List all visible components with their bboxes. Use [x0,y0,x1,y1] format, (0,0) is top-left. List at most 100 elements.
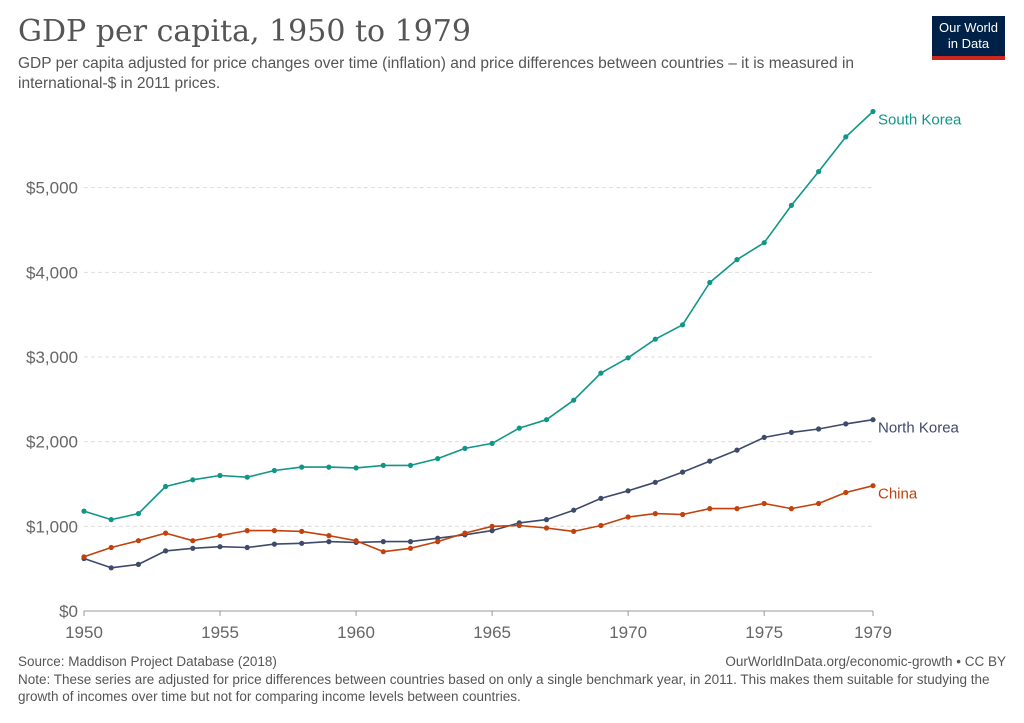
data-point-north-korea[interactable] [407,539,414,545]
data-point-south-korea[interactable] [489,440,495,446]
data-point-north-korea[interactable] [190,545,196,551]
data-point-china[interactable] [244,528,250,534]
data-point-north-korea[interactable] [598,495,604,501]
data-point-china[interactable] [271,528,277,534]
credit-link[interactable]: OurWorldInData.org/economic-growth • CC … [725,654,1006,669]
data-point-north-korea[interactable] [843,421,849,427]
data-point-south-korea[interactable] [462,445,468,451]
data-point-south-korea[interactable] [598,370,604,376]
data-point-north-korea[interactable] [380,539,386,545]
data-point-south-korea[interactable] [380,462,386,468]
series-label-china[interactable]: China [878,486,918,503]
x-tick-label: 1979 [854,623,892,642]
data-point-north-korea[interactable] [108,565,114,571]
data-point-china[interactable] [680,511,686,518]
owid-logo[interactable]: Our World in Data [932,16,1005,60]
data-point-china[interactable] [652,510,658,517]
data-point-south-korea[interactable] [571,397,577,403]
data-point-china[interactable] [81,554,87,560]
data-point-south-korea[interactable] [163,483,169,490]
data-point-north-korea[interactable] [489,528,495,534]
data-point-china[interactable] [135,538,141,544]
data-point-south-korea[interactable] [353,465,359,471]
data-point-south-korea[interactable] [81,508,87,514]
series-line-north-korea[interactable] [83,418,874,569]
data-point-china[interactable] [516,522,522,529]
data-point-south-korea[interactable] [244,474,250,480]
data-point-south-korea[interactable] [652,336,658,342]
data-point-south-korea[interactable] [299,464,305,470]
data-point-china[interactable] [299,528,305,535]
data-point-north-korea[interactable] [707,458,713,464]
data-point-south-korea[interactable] [326,464,332,470]
data-point-south-korea[interactable] [190,477,196,483]
data-point-china[interactable] [190,538,196,544]
data-point-south-korea[interactable] [435,456,441,462]
data-point-north-korea[interactable] [571,507,577,513]
data-point-china[interactable] [870,483,876,489]
data-point-south-korea[interactable] [707,279,713,286]
data-point-china[interactable] [843,489,849,496]
data-point-china[interactable] [707,506,713,512]
grid-layer [84,187,873,527]
data-point-north-korea[interactable] [652,479,658,485]
data-point-china[interactable] [462,530,468,536]
data-point-china[interactable] [761,500,767,507]
data-point-china[interactable] [598,522,604,529]
series-label-layer: South Korea North Korea China [878,111,962,502]
data-point-south-korea[interactable] [680,322,686,328]
data-point-north-korea[interactable] [163,548,169,554]
data-point-north-korea[interactable] [816,426,822,432]
data-point-south-korea[interactable] [543,417,550,423]
data-point-north-korea[interactable] [625,488,631,494]
data-point-north-korea[interactable] [680,469,686,475]
data-point-south-korea[interactable] [788,202,795,208]
data-point-china[interactable] [108,544,114,551]
data-point-south-korea[interactable] [271,467,277,474]
data-point-china[interactable] [163,530,169,536]
data-point-south-korea[interactable] [516,425,522,431]
data-point-china[interactable] [407,545,414,551]
data-point-south-korea[interactable] [816,169,822,175]
data-point-north-korea[interactable] [244,544,250,551]
data-point-north-korea[interactable] [870,417,876,423]
series-line-south-korea[interactable] [83,110,874,521]
data-point-china[interactable] [435,539,441,545]
data-point-north-korea[interactable] [761,434,767,440]
data-point-north-korea[interactable] [543,517,550,523]
data-point-china[interactable] [625,514,631,520]
data-point-north-korea[interactable] [217,544,223,550]
data-point-south-korea[interactable] [108,517,114,523]
data-point-south-korea[interactable] [625,355,631,361]
data-point-china[interactable] [326,533,332,539]
data-point-north-korea[interactable] [135,561,141,568]
data-point-north-korea[interactable] [788,429,795,435]
data-point-china[interactable] [543,525,550,531]
data-point-china[interactable] [353,538,359,544]
data-point-china[interactable] [380,549,386,555]
data-point-north-korea[interactable] [734,447,740,453]
data-point-china[interactable] [217,533,223,539]
data-point-china[interactable] [788,506,795,512]
data-point-north-korea[interactable] [326,539,332,545]
data-point-south-korea[interactable] [761,240,767,246]
data-point-china[interactable] [734,506,740,512]
series-label-south-korea[interactable]: South Korea [878,111,962,128]
x-tick-label: 1955 [201,623,239,642]
data-point-north-korea[interactable] [271,541,277,547]
source-text: Source: Maddison Project Database (2018) [18,654,277,669]
data-point-south-korea[interactable] [407,462,414,468]
series-line-china[interactable] [83,484,874,558]
data-point-south-korea[interactable] [870,108,876,115]
data-point-south-korea[interactable] [217,472,223,479]
series-label-north-korea[interactable]: North Korea [878,420,960,437]
data-point-china[interactable] [489,523,495,529]
data-point-south-korea[interactable] [843,134,849,140]
data-point-china[interactable] [571,528,577,535]
data-point-south-korea[interactable] [135,510,141,517]
data-point-north-korea[interactable] [299,540,305,546]
data-point-south-korea[interactable] [734,257,740,263]
data-point-china[interactable] [816,500,822,507]
